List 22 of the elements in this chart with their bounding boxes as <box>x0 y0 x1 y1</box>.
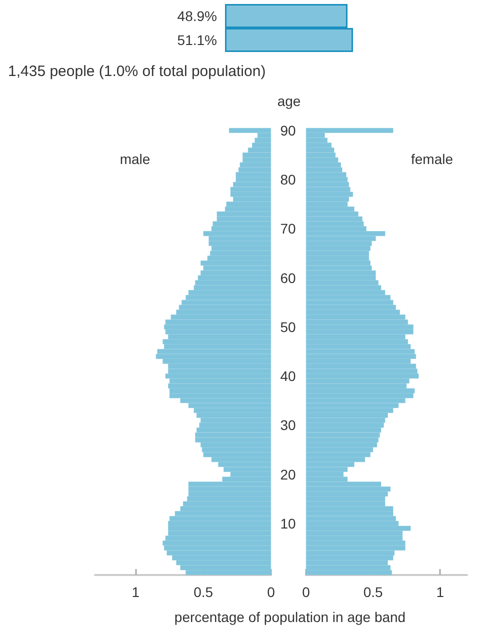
y-axis-title: age <box>277 93 301 109</box>
y-tick-label: 80 <box>280 172 296 188</box>
y-tick-label: 30 <box>280 417 296 434</box>
data-label: 51.1% <box>177 32 217 48</box>
y-tick-label: 50 <box>280 318 296 335</box>
x-tick-label: 0 <box>267 584 276 600</box>
y-tick-label: 70 <box>280 220 296 237</box>
x-tick-label: 1 <box>132 584 140 600</box>
x-tick-label: 1 <box>436 584 444 600</box>
y-tick-label: 40 <box>280 368 296 384</box>
data-label: 48.9% <box>177 8 217 24</box>
y-tick-label: 90 <box>280 122 296 138</box>
x-tick-label: 0.5 <box>363 584 384 600</box>
x-tick-label: 0.5 <box>194 584 214 600</box>
text: male <box>120 151 150 167</box>
y-tick-label: 60 <box>280 270 296 286</box>
text: 1,435 people (1.0% of total population) <box>8 63 266 80</box>
series-label: female <box>410 151 454 167</box>
x-axis-title: percentage of population in age band <box>174 609 406 625</box>
x-tick-label: 0 <box>302 584 310 600</box>
y-tick-label: 20 <box>280 466 296 482</box>
y-tick-label: 10 <box>280 515 296 532</box>
